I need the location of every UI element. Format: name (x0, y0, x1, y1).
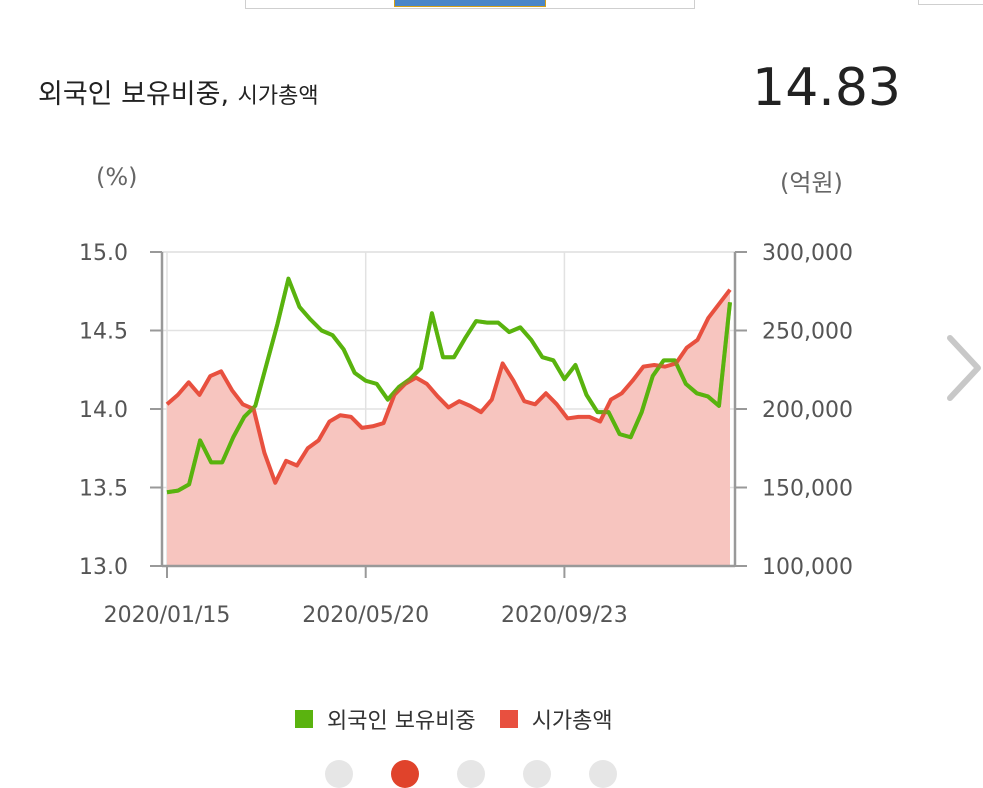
left-tick-label: 14.5 (79, 320, 128, 345)
right-tick-label: 200,000 (762, 398, 853, 423)
next-chevron-icon[interactable] (942, 330, 982, 410)
left-tick-label: 13.5 (79, 477, 128, 502)
chart-title: 외국인 보유비중, 시가총액 (38, 72, 319, 111)
left-tick-label: 15.0 (79, 241, 128, 266)
right-tick-label: 250,000 (762, 320, 853, 345)
x-tick-label: 2020/05/20 (302, 603, 429, 628)
pager-dot[interactable] (589, 760, 617, 788)
legend-item-foreign[interactable]: 외국인 보유비중 (295, 703, 476, 735)
x-tick-label: 2020/01/15 (104, 603, 231, 628)
series-line-marketcap (165, 288, 732, 485)
left-tick-label: 13.0 (79, 555, 128, 580)
chart: 15.0 14.5 14.0 13.5 13.0 300,000 250,000 200,00… (79, 241, 853, 628)
left-tick-label: 14.0 (79, 398, 128, 423)
legend-label-marketcap: 시가총액 (531, 709, 613, 734)
pager-dot-active[interactable] (391, 760, 419, 788)
top-right-control[interactable] (918, 0, 983, 5)
tab-bar[interactable] (245, 0, 695, 9)
right-axis-unit: (억원) (780, 169, 843, 197)
title-sub: 시가총액 (237, 84, 319, 109)
x-tick-label: 2020/09/23 (501, 603, 628, 628)
current-value: 14.83 (752, 58, 901, 118)
pager-dot[interactable] (523, 760, 551, 788)
left-axis-unit: (%) (96, 163, 138, 191)
pager-dot[interactable] (457, 760, 485, 788)
right-tick-label: 150,000 (762, 477, 853, 502)
legend-label-foreign: 외국인 보유비중 (327, 709, 476, 734)
legend-item-marketcap[interactable]: 시가총액 (499, 703, 613, 735)
tab-active[interactable] (394, 0, 546, 7)
pager-dot[interactable] (325, 760, 353, 788)
right-tick-label: 300,000 (762, 241, 853, 266)
right-tick-label: 100,000 (762, 555, 853, 580)
legend: 외국인 보유비중 시가총액 (295, 703, 637, 735)
pager-dots[interactable] (325, 760, 655, 788)
marketcap-area (167, 289, 730, 566)
legend-swatch-foreign (295, 710, 313, 728)
series-line-foreign-overlay (166, 276, 732, 495)
title-main: 외국인 보유비중, (38, 79, 230, 110)
legend-swatch-marketcap (499, 710, 518, 728)
